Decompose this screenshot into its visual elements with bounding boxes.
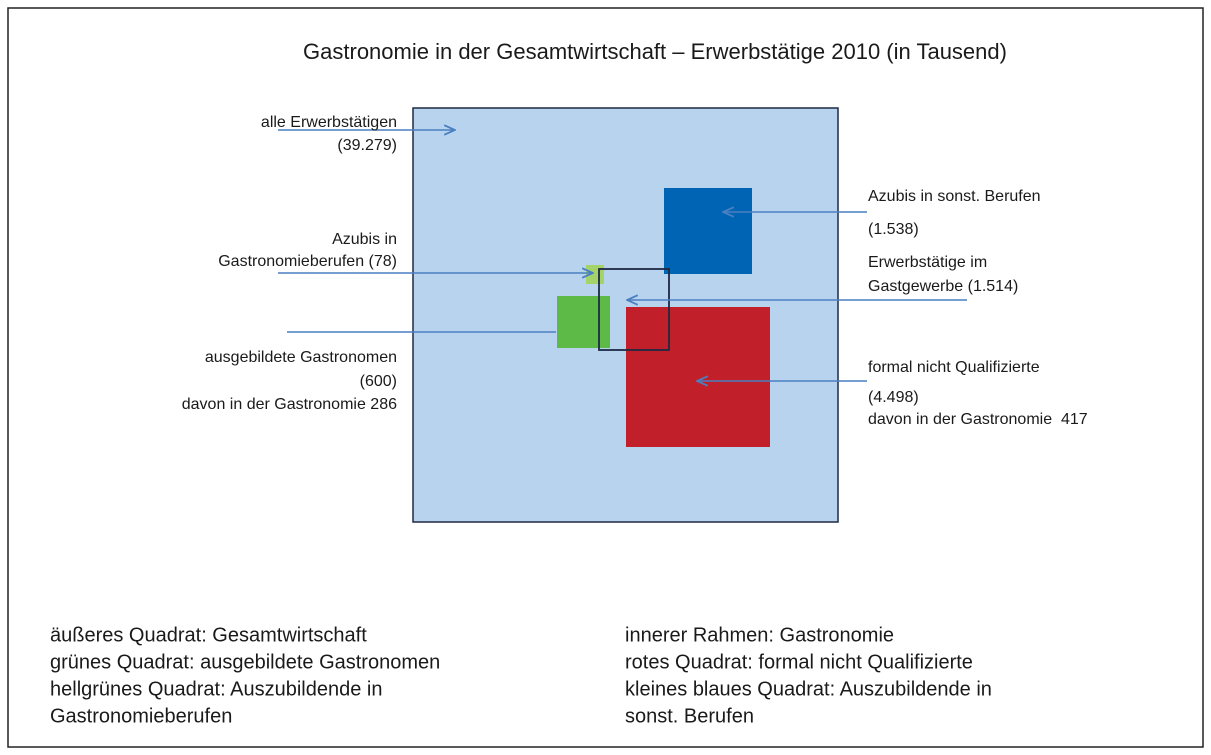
blue-square (664, 188, 752, 274)
label: Erwerbstätige im (868, 254, 987, 271)
inner-frame (598, 268, 670, 351)
red-square (626, 307, 770, 447)
legend-line: sonst. Berufen (625, 705, 754, 727)
label: (4.498) (868, 389, 919, 406)
lightgreen-square (586, 265, 604, 284)
legend-line: hellgrünes Quadrat: Auszubildende in (50, 678, 382, 700)
label: Gastronomieberufen (78) (218, 253, 397, 270)
legend-line: innerer Rahmen: Gastronomie (625, 624, 894, 646)
legend-line: kleines blaues Quadrat: Auszubildende in (625, 678, 992, 700)
legend-line: äußeres Quadrat: Gesamtwirtschaft (50, 624, 367, 646)
label: formal nicht Qualifizierte (868, 359, 1040, 376)
legend-line: rotes Quadrat: formal nicht Qualifiziert… (625, 651, 973, 673)
title: Gastronomie in der Gesamtwirtschaft – Er… (303, 39, 1007, 64)
label: ausgebildete Gastronomen (205, 349, 397, 366)
label: davon in der Gastronomie 417 (868, 411, 1088, 428)
green-square (557, 296, 610, 348)
legend-line: Gastronomieberufen (50, 705, 232, 727)
label: (1.538) (868, 221, 919, 238)
label: (39.279) (337, 137, 397, 154)
label: davon in der Gastronomie 286 (182, 396, 397, 413)
label: alle Erwerbstätigen (261, 114, 397, 131)
label: Azubis in (332, 231, 397, 248)
legend-line: grünes Quadrat: ausgebildete Gastronomen (50, 651, 440, 673)
label: Gastgewerbe (1.514) (868, 278, 1018, 295)
label: (600) (360, 373, 397, 390)
label: Azubis in sonst. Berufen (868, 188, 1041, 205)
outer-square (412, 107, 839, 523)
